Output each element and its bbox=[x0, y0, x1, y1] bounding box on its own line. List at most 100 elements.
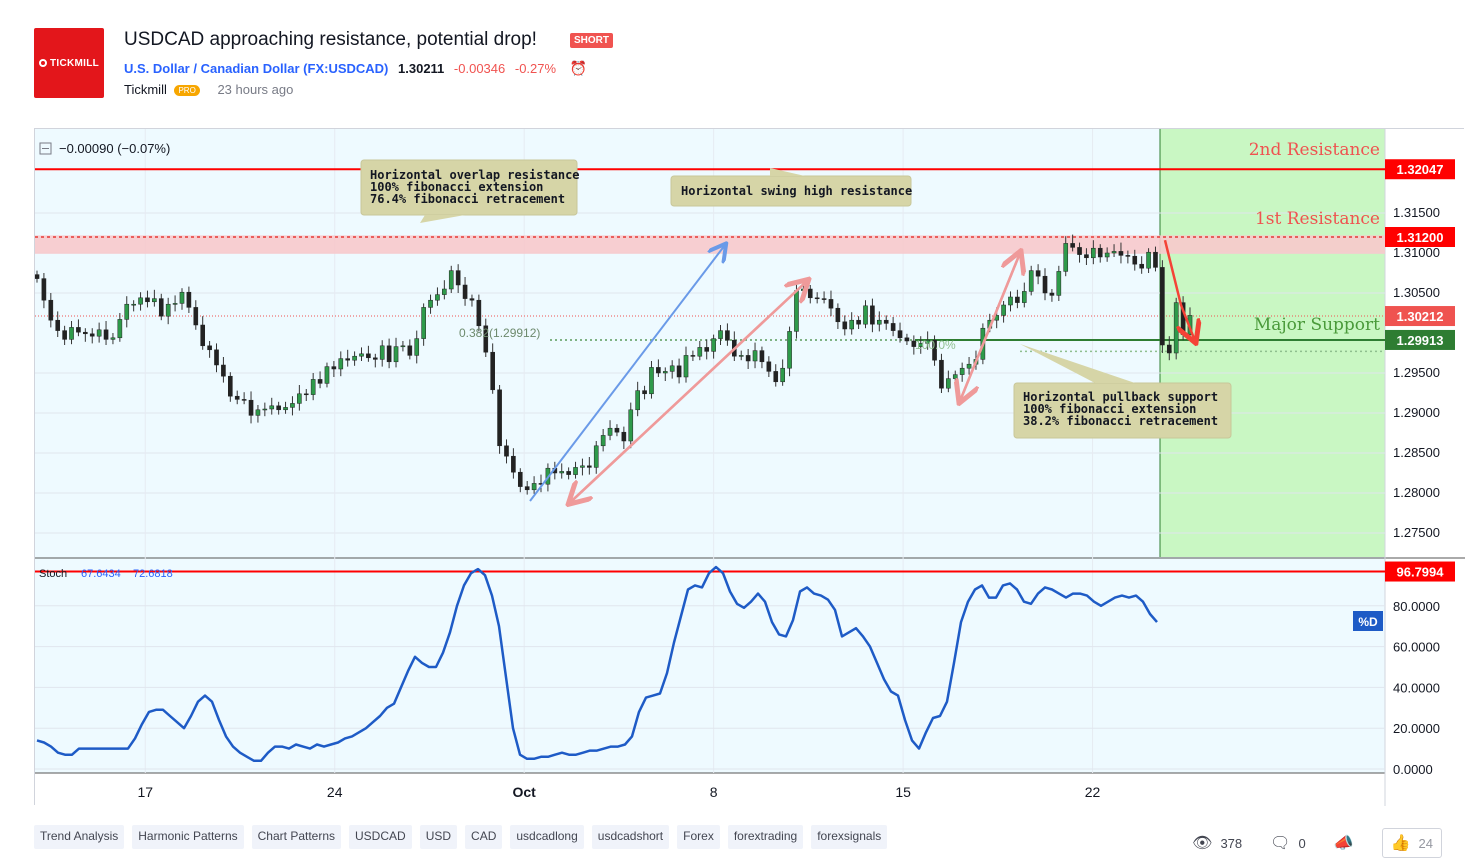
candle-body bbox=[897, 330, 903, 339]
candle-body bbox=[559, 471, 565, 474]
tag-chip[interactable]: usdcadshort bbox=[591, 825, 670, 849]
time-ago: 23 hours ago bbox=[217, 82, 294, 97]
candle-body bbox=[925, 339, 930, 344]
candle-body bbox=[600, 435, 606, 447]
candle-body bbox=[842, 321, 848, 330]
comment-icon[interactable]: 🗨 bbox=[1270, 835, 1291, 852]
candle-body bbox=[863, 305, 868, 325]
tag-chip[interactable]: forexsignals bbox=[811, 825, 888, 849]
price-label-text: 1.30212 bbox=[1397, 309, 1444, 324]
time-tick-label: 17 bbox=[137, 784, 153, 800]
candle-body bbox=[759, 350, 765, 363]
tag-chip[interactable]: USDCAD bbox=[349, 825, 412, 849]
stoch-tick-label: 60.0000 bbox=[1393, 640, 1440, 655]
alarm-clock-icon[interactable]: ⏰ bbox=[569, 60, 588, 76]
tag-chip[interactable]: CAD bbox=[465, 825, 503, 849]
candle-body bbox=[490, 351, 495, 391]
megaphone-icon[interactable]: 📣 bbox=[1333, 835, 1354, 852]
candle-body bbox=[407, 345, 413, 356]
candle-body bbox=[649, 367, 654, 395]
tag-chip[interactable]: Chart Patterns bbox=[251, 825, 342, 849]
candle-body bbox=[145, 297, 150, 303]
candle-body bbox=[725, 330, 730, 341]
candle-body bbox=[41, 278, 47, 301]
candle-body bbox=[870, 305, 875, 325]
time-tick-label: 8 bbox=[710, 784, 718, 800]
tickmill-logo[interactable]: TICKMILL bbox=[34, 28, 104, 98]
symbol-code-link[interactable]: (FX:USDCAD) bbox=[303, 61, 389, 76]
candle-body bbox=[131, 303, 136, 306]
candle-body bbox=[193, 307, 199, 326]
candle-body bbox=[200, 324, 206, 347]
tag-chip[interactable]: forextrading bbox=[727, 825, 804, 849]
price-label-bg bbox=[1385, 329, 1455, 350]
candle-body bbox=[966, 363, 972, 369]
price-tick-label: 1.27500 bbox=[1393, 525, 1440, 540]
candle-body bbox=[801, 288, 806, 291]
share-stat[interactable]: 📣 bbox=[1334, 833, 1354, 853]
tag-list: Trend Analysis Harmonic Patterns Chart Pat… bbox=[34, 825, 888, 849]
candle-body bbox=[497, 389, 502, 447]
candle-body bbox=[877, 319, 882, 325]
candle-body bbox=[455, 270, 461, 286]
tag-chip[interactable]: Harmonic Patterns bbox=[132, 825, 244, 849]
candle-body bbox=[524, 486, 530, 491]
annotation-swing-line-1: Horizontal swing high resistance bbox=[681, 184, 912, 198]
candle-body bbox=[35, 274, 40, 279]
candle-body bbox=[83, 331, 88, 335]
candle-body bbox=[642, 390, 647, 395]
candle-body bbox=[338, 358, 344, 370]
swing-arrow-blue bbox=[529, 245, 725, 502]
legend-collapse-icon[interactable] bbox=[39, 142, 52, 155]
candle-body bbox=[607, 427, 613, 436]
candle-body bbox=[386, 345, 392, 363]
candle-body bbox=[1111, 251, 1117, 254]
candle-body bbox=[690, 355, 696, 357]
candle-body bbox=[48, 299, 54, 321]
candle-body bbox=[835, 307, 841, 323]
candle-body bbox=[821, 298, 827, 300]
candle-body bbox=[138, 297, 143, 305]
idea-stats: 👁 378 🗨 0 📣 👍 24 bbox=[1192, 828, 1442, 858]
candle-body bbox=[172, 303, 178, 305]
candle-body bbox=[745, 355, 751, 362]
candle-body bbox=[676, 365, 682, 378]
comments-count: 0 bbox=[1298, 835, 1306, 851]
symbol-name-link[interactable]: U.S. Dollar / Canadian Dollar bbox=[124, 61, 300, 76]
level-label-1st-resistance: 1st Resistance bbox=[1255, 209, 1380, 229]
candle-body bbox=[773, 371, 779, 383]
swing-arrow-pink-2b bbox=[960, 252, 1022, 401]
price-label-bg bbox=[1385, 306, 1455, 327]
tag-chip[interactable]: USD bbox=[419, 825, 458, 849]
tag-chip[interactable]: Trend Analysis bbox=[34, 825, 125, 849]
chart-frame[interactable]: 1.31500 1.31000 1.30500 1.29500 1.29000 1.285… bbox=[34, 128, 1465, 806]
price-chart[interactable]: 1.31500 1.31000 1.30500 1.29500 1.29000 1.285… bbox=[35, 129, 1465, 806]
tag-chip[interactable]: Forex bbox=[677, 825, 720, 849]
candle-body bbox=[345, 358, 350, 361]
author-name[interactable]: Tickmill bbox=[124, 82, 167, 97]
candle-body bbox=[621, 431, 627, 442]
stoch-tick-label: 0.0000 bbox=[1393, 762, 1433, 777]
candle-body bbox=[421, 307, 426, 339]
candle-body bbox=[234, 395, 240, 400]
candle-body bbox=[366, 353, 371, 359]
candle-body bbox=[587, 465, 592, 468]
swing-arrow-pink-1b bbox=[570, 280, 808, 503]
candle-body bbox=[228, 375, 233, 397]
candle-body bbox=[656, 367, 661, 374]
candle-body bbox=[262, 408, 268, 411]
candle-body bbox=[662, 371, 668, 374]
like-button[interactable]: 👍 24 bbox=[1381, 828, 1442, 858]
candle-body bbox=[1173, 302, 1179, 354]
candle-body bbox=[807, 288, 813, 299]
thumbs-up-icon: 👍 bbox=[1390, 835, 1411, 852]
time-axis-bg bbox=[35, 773, 1385, 806]
projection-arrow-red bbox=[1163, 239, 1195, 341]
tag-chip[interactable]: usdcadlong bbox=[510, 825, 584, 849]
candle-body bbox=[276, 405, 281, 411]
candle-body bbox=[952, 374, 958, 379]
annotation-overlap-line-3: 76.4% fibonacci retracement bbox=[370, 192, 565, 206]
candle-body bbox=[241, 399, 247, 401]
comments-stat[interactable]: 🗨 0 bbox=[1270, 833, 1306, 853]
candle-body bbox=[883, 319, 889, 324]
